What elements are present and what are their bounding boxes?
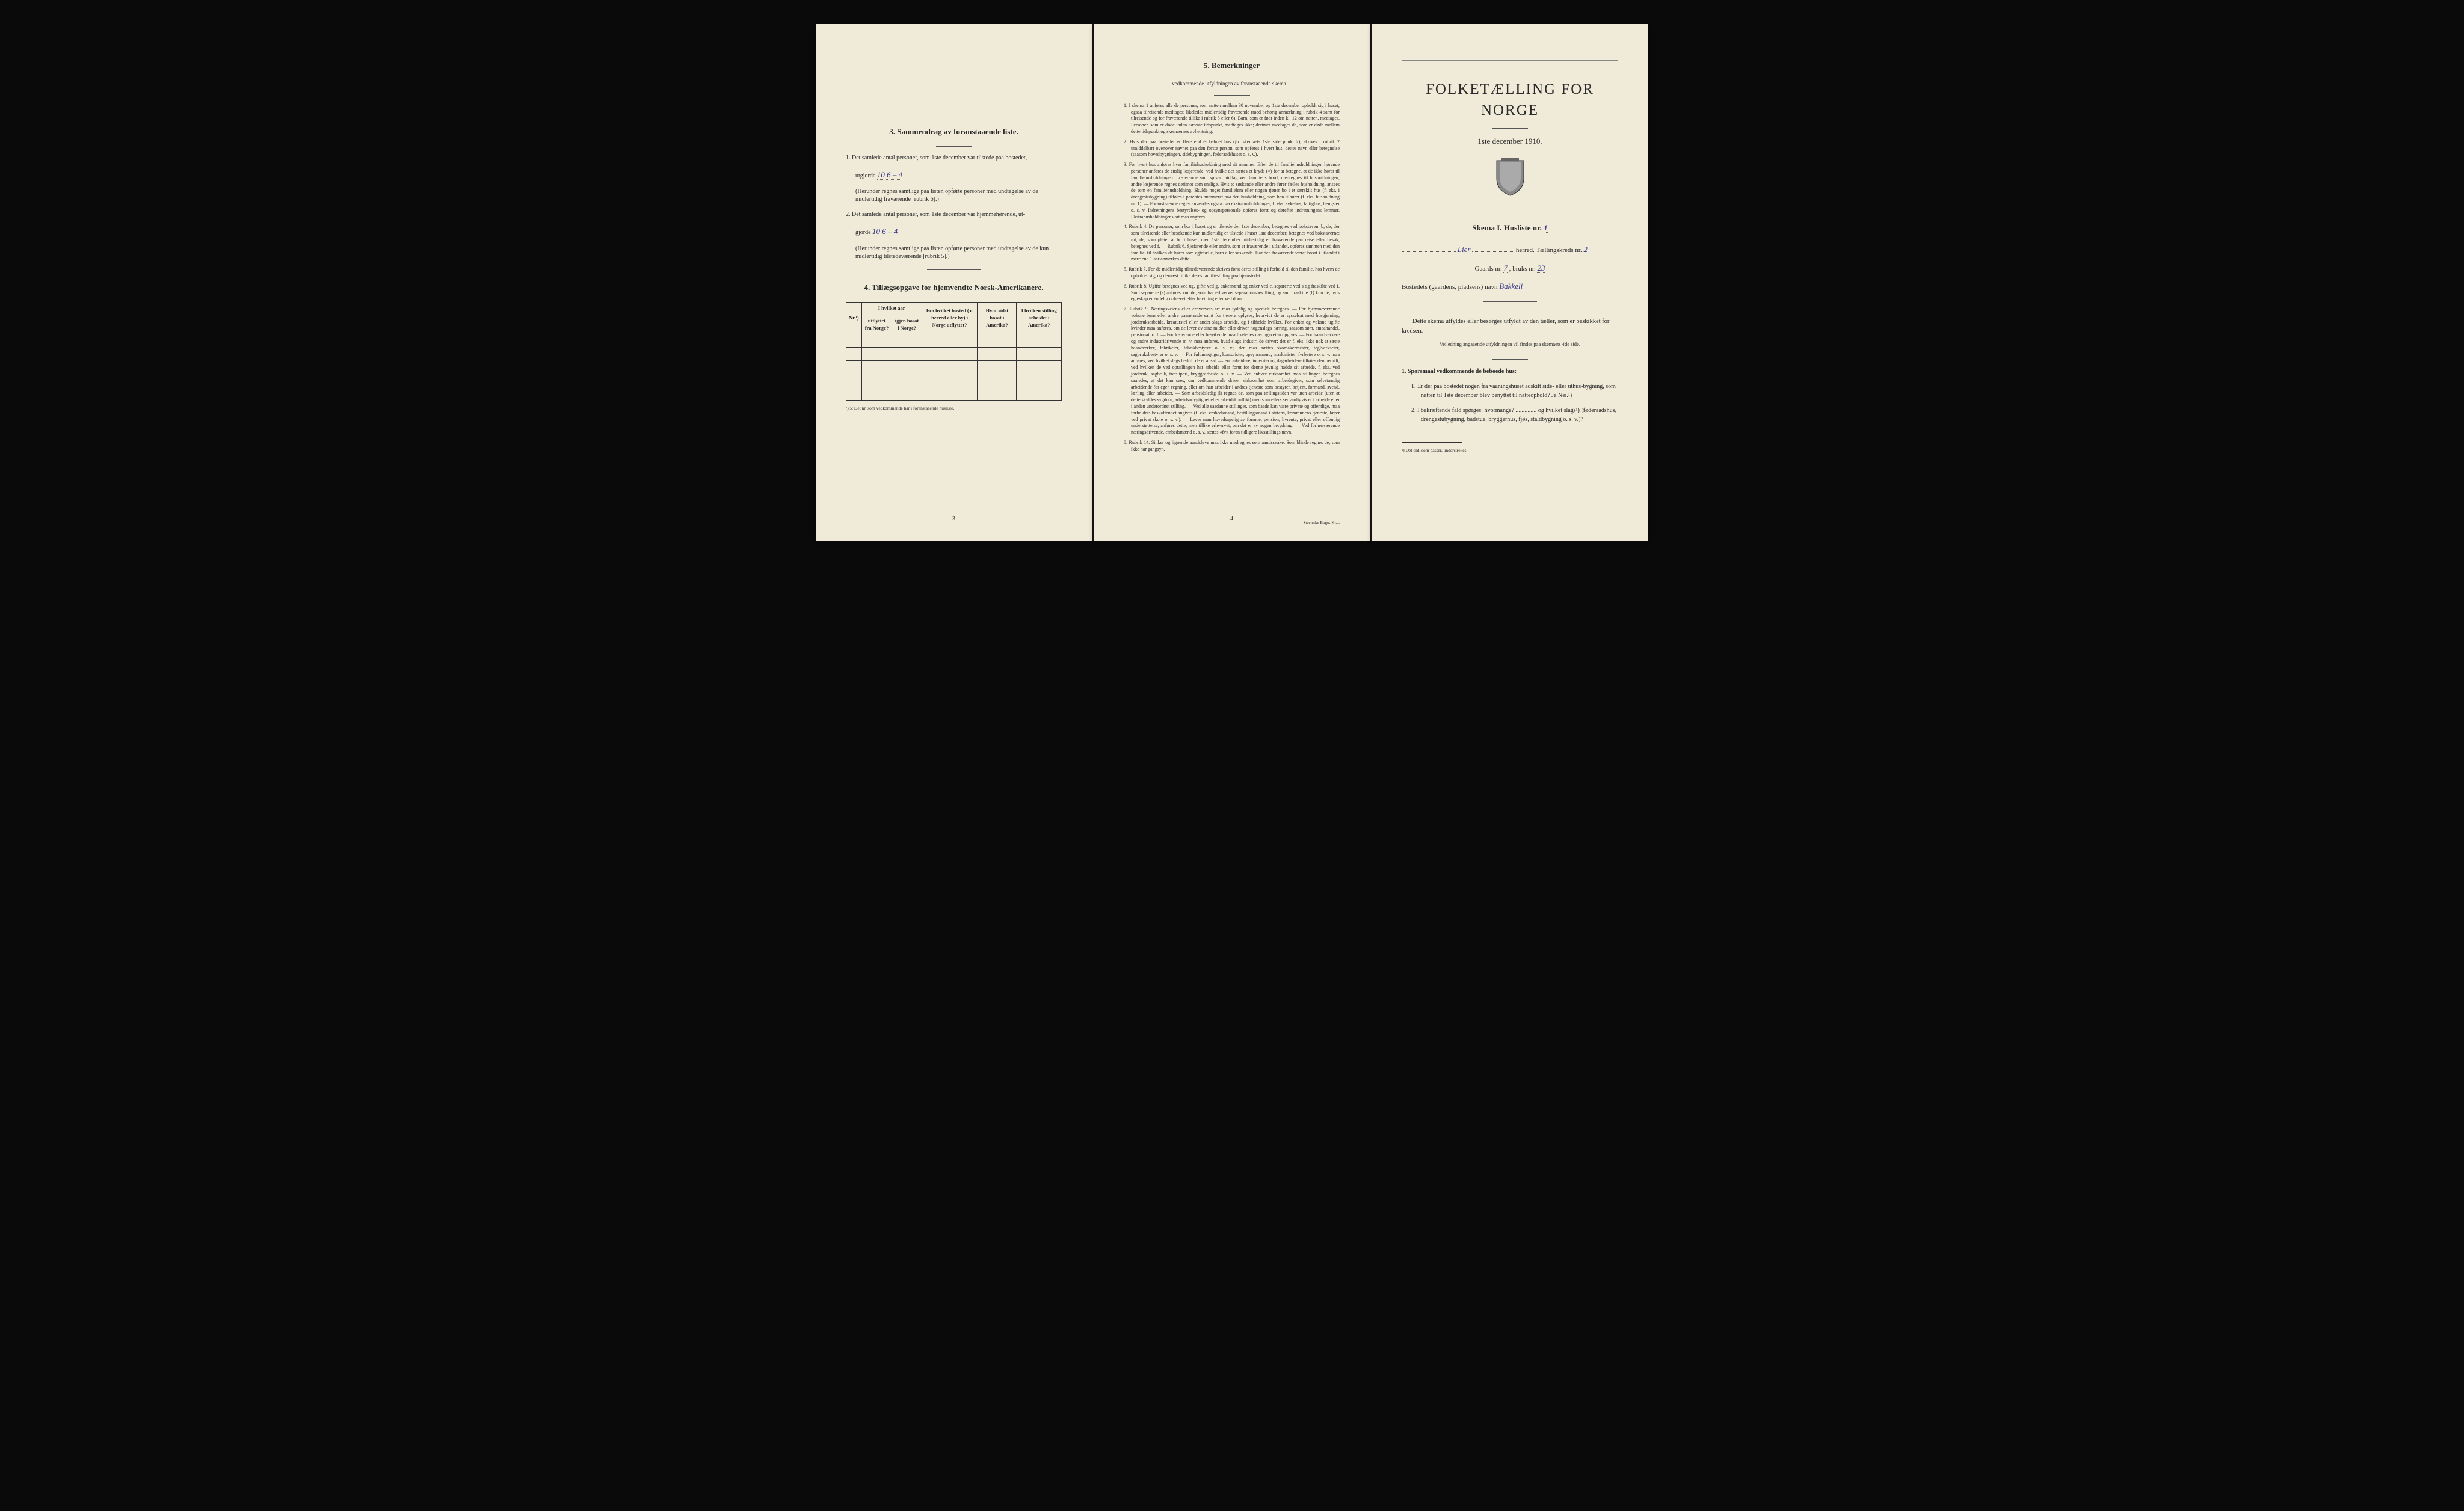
herred-label: herred. Tællingskreds nr. [1516,247,1582,254]
item-2-value: 10 6 – 4 [872,227,898,236]
item-1-text: 1. Det samlede antal personer, som 1ste … [846,154,1062,162]
skema-label: Skema I. Husliste nr. 1 [1402,223,1618,233]
bosted-value: Bakkeli [1499,281,1583,292]
page-3: 3. Sammendrag av foranstaaende liste. 1.… [816,24,1092,541]
bruks-value: 23 [1537,263,1545,273]
table-row [846,387,1062,401]
th-bosted: Fra hvilket bosted (ɔ: herred eller by) … [922,302,978,334]
instruction-2: 2. Hvis der paa bostedet er flere end ét… [1124,139,1340,158]
footnote-text: ¹) Det ord, som passer, understrekes. [1402,448,1618,454]
divider [1492,359,1528,360]
husliste-nr: 1 [1544,223,1548,233]
page-cover: FOLKETÆLLING FOR NORGE 1ste december 191… [1372,24,1648,541]
date-subhead: 1ste december 1910. [1402,136,1618,147]
gaards-value: 7 [1503,263,1508,273]
th-nr: Nr.¹) [846,302,862,334]
bruks-label: , bruks nr. [1509,265,1536,272]
herred-value: Lier [1458,245,1471,254]
divider [1492,128,1528,129]
section-3-body: 1. Det samlede antal personer, som 1ste … [846,154,1062,260]
instruction-5: 5. Rubrik 7. For de midlertidig tilstede… [1124,266,1340,280]
masthead-title: FOLKETÆLLING FOR NORGE [1402,79,1618,121]
section-5-title: 5. Bemerkninger [1124,60,1340,71]
gaards-row: Gaards nr. 7 , bruks nr. 23 [1402,263,1618,274]
instruction-8: 8. Rubrik 14. Sinker og lignende aandslø… [1124,440,1340,453]
section-3-title: 3. Sammendrag av foranstaaende liste. [846,126,1062,137]
section-4-title: 4. Tillægsopgave for hjemvendte Norsk-Am… [846,282,1062,293]
page-4: 5. Bemerkninger vedkommende utfyldningen… [1094,24,1370,541]
item-1-note: (Herunder regnes samtlige paa listen opf… [846,188,1062,203]
guidance-note: Veiledning angaaende utfyldningen vil fi… [1402,341,1618,348]
bosted-row: Bostedets (gaardens, pladsens) navn Bakk… [1402,281,1618,292]
printer-mark: Steen'ske Bogtr. Kr.a. [1303,520,1340,526]
instructions-body: 1. I skema 1 anføres alle de personer, s… [1124,103,1340,453]
gaards-label: Gaards nr. [1475,265,1502,272]
item-2-note: (Herunder regnes samtlige paa listen opf… [846,245,1062,260]
skema-text: Skema I. Husliste nr. [1472,223,1541,232]
table-row [846,334,1062,348]
divider [1483,301,1537,302]
gjorde-label: gjorde [855,229,871,236]
bosted-label: Bostedets (gaardens, pladsens) navn [1402,283,1497,291]
th-bosat: igjen bosat i Norge? [892,315,922,334]
instruction-7: 7. Rubrik 9. Næringsveiens eller erhverv… [1124,306,1340,436]
th-utflyttet: utflyttet fra Norge? [861,315,892,334]
th-amerika: Hvor sidst bosat i Amerika? [978,302,1017,334]
kreds-value: 2 [1583,245,1588,254]
coat-of-arms-icon [1402,158,1618,208]
utgjorde-label: utgjorde [855,173,875,179]
table-row [846,374,1062,387]
th-stilling: I hvilken stilling arbeidet i Amerika? [1017,302,1062,334]
divider [936,146,972,147]
divider [927,269,981,270]
instruction-3: 3. For hvert hus anføres hver familiehus… [1124,162,1340,220]
question-1: 1. Er der paa bostedet nogen fra vaaning… [1402,382,1618,400]
questions-block: 1. Spørsmaal vedkommende de beboede hus:… [1402,367,1618,424]
divider [1214,95,1250,96]
top-rule [1402,60,1618,61]
table-row [846,348,1062,361]
herred-row: Lier herred. Tællingskreds nr. 2 [1402,244,1618,255]
table-footnote: ¹) ɔ: Det nr. som vedkommende har i fora… [846,405,1062,412]
amerikanere-table: Nr.¹) I hvilket aar Fra hvilket bosted (… [846,302,1062,401]
document-spread: 3. Sammendrag av foranstaaende liste. 1.… [816,24,1648,541]
section-5-subtitle: vedkommende utfyldningen av foranstaaend… [1124,80,1340,88]
page-number: 4 [1230,515,1233,523]
instruction-4: 4. Rubrik 4. De personer, som bor i huse… [1124,224,1340,263]
footnote-rule [1402,442,1462,443]
item-1-value: 10 6 – 4 [877,170,902,180]
instruction-1: 1. I skema 1 anføres alle de personer, s… [1124,103,1340,135]
filler-instruction: Dette skema utfyldes eller besørges utfy… [1402,317,1618,336]
questions-heading: 1. Spørsmaal vedkommende de beboede hus: [1402,367,1618,376]
page-number: 3 [952,515,955,523]
item-2-text: 2. Det samlede antal personer, som 1ste … [846,211,1062,219]
th-aar: I hvilket aar [861,302,922,315]
table-row [846,361,1062,374]
instruction-6: 6. Rubrik 8. Ugifte betegnes ved ug, gif… [1124,283,1340,303]
question-2: 2. I bekræftende fald spørges: hvormange… [1402,406,1618,424]
